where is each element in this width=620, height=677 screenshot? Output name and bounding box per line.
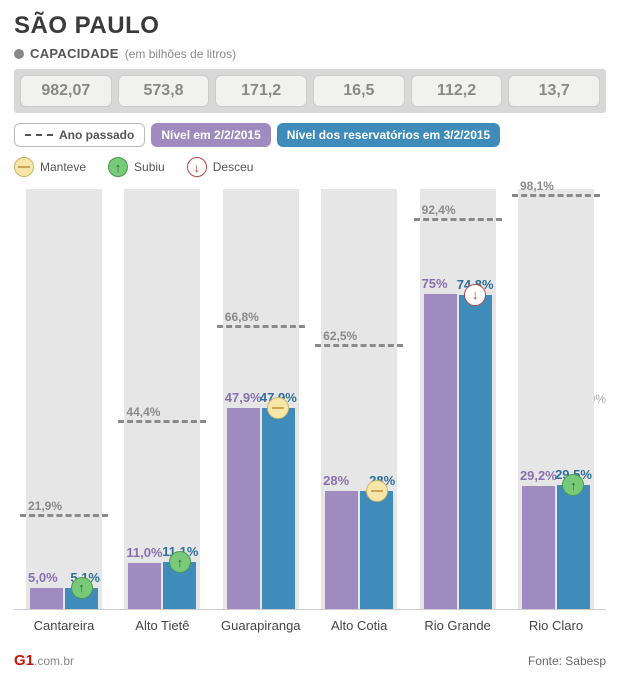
- reservoir-group: 92,4%75%74,8%↓: [414, 189, 502, 609]
- x-label: Alto Cotia: [315, 618, 403, 633]
- ano-passado-line: [20, 514, 108, 517]
- legend-label: Desceu: [213, 160, 254, 174]
- bars: 29,2%29,5%↑: [522, 485, 590, 609]
- ano-passado-label: 44,4%: [126, 405, 160, 419]
- ano-passado-line: [118, 420, 206, 423]
- bars: 75%74,8%↓: [424, 294, 492, 609]
- desceu-icon: ↓: [187, 157, 207, 177]
- subtitle: CAPACIDADE: [30, 46, 119, 61]
- x-label: Alto Tietê: [118, 618, 206, 633]
- legend-label: Nível dos reservatórios em 3/2/2015: [287, 128, 490, 142]
- reservoir-group: 62,5%28%28%: [315, 189, 403, 609]
- x-label: Guarapiranga: [217, 618, 305, 633]
- change-badge-icon: [366, 480, 388, 502]
- bars: 11,0%11,1%↑: [128, 562, 196, 609]
- chart-wrap: 50% 21,9%5,0%5,1%↑44,4%11,0%11,1%↑66,8%4…: [14, 189, 606, 633]
- capacity-pill: 982,07: [20, 75, 112, 107]
- capacity-pill: 112,2: [411, 75, 503, 107]
- bar-curr: 74,8%↓: [459, 295, 492, 609]
- ano-passado-label: 62,5%: [323, 329, 357, 343]
- brand: G1.com.br: [14, 652, 74, 669]
- bars: 47,9%47,9%: [227, 408, 295, 609]
- legend-subiu: ↑ Subiu: [108, 157, 165, 177]
- bar-curr: 47,9%: [262, 408, 295, 609]
- ano-passado-line: [315, 344, 403, 347]
- subtitle-unit: (em bilhões de litros): [125, 47, 236, 61]
- reservoir-group: 21,9%5,0%5,1%↑: [20, 189, 108, 609]
- legend-change: Manteve ↑ Subiu ↓ Desceu: [14, 157, 606, 177]
- footer: G1.com.br Fonte: Sabesp: [14, 652, 606, 669]
- value-prev: 75%: [422, 276, 448, 291]
- bar-curr: 11,1%↑: [163, 562, 196, 609]
- ano-passado-line: [512, 194, 600, 197]
- change-badge-icon: [267, 397, 289, 419]
- bar-prev: 75%: [424, 294, 457, 609]
- legend-manteve: Manteve: [14, 157, 86, 177]
- ano-passado-label: 98,1%: [520, 179, 554, 193]
- legend-series: Ano passado Nível em 2/2/2015 Nível dos …: [14, 123, 606, 147]
- legend-prev: Nível em 2/2/2015: [151, 123, 270, 147]
- bar-prev: 11,0%: [128, 563, 161, 609]
- value-prev: 47,9%: [225, 390, 262, 405]
- change-badge-icon: ↑: [562, 474, 584, 496]
- bar-prev: 28%: [325, 491, 358, 609]
- x-label: Rio Claro: [512, 618, 600, 633]
- legend-label: Ano passado: [59, 128, 134, 142]
- value-prev: 28%: [323, 473, 349, 488]
- bar-curr: 28%: [360, 491, 393, 609]
- change-badge-icon: ↑: [71, 577, 93, 599]
- reservoir-group: 44,4% 11,0%11,1%↑: [118, 189, 206, 609]
- bars: 5,0%5,1%↑: [30, 588, 98, 609]
- bars: 28%28%: [325, 491, 393, 609]
- legend-label: Nível em 2/2/2015: [161, 128, 260, 142]
- capacity-pill: 171,2: [215, 75, 307, 107]
- dot-icon: [14, 49, 24, 59]
- capacity-pill: 13,7: [508, 75, 600, 107]
- capacity-pill: 16,5: [313, 75, 405, 107]
- change-badge-icon: ↓: [464, 284, 486, 306]
- subtitle-row: CAPACIDADE (em bilhões de litros): [14, 46, 606, 61]
- x-axis-labels: Cantareira Alto Tietê Guarapiranga Alto Cot…: [14, 609, 606, 633]
- reservoir-group: 98,1%29,2%29,5%↑: [512, 189, 600, 609]
- dash-line-icon: [25, 134, 53, 136]
- legend-curr: Nível dos reservatórios em 3/2/2015: [277, 123, 500, 147]
- legend-desceu: ↓ Desceu: [187, 157, 254, 177]
- chart: 50% 21,9%5,0%5,1%↑44,4%11,0%11,1%↑66,8%4…: [14, 189, 606, 609]
- x-label: Cantareira: [20, 618, 108, 633]
- brand-logo: G1: [14, 652, 34, 669]
- bar-prev: 5,0%: [30, 588, 63, 609]
- source: Fonte: Sabesp: [528, 654, 606, 668]
- brand-suffix: .com.br: [34, 654, 74, 668]
- legend-label: Manteve: [40, 160, 86, 174]
- x-label: Rio Grande: [414, 618, 502, 633]
- ano-passado-label: 92,4%: [422, 203, 456, 217]
- capacity-pill: 573,8: [118, 75, 210, 107]
- ano-passado-line: [217, 325, 305, 328]
- bar-prev: 47,9%: [227, 408, 260, 609]
- change-badge-icon: ↑: [169, 551, 191, 573]
- value-prev: 11,0%: [126, 545, 162, 560]
- reservoir-group: 66,8%47,9%47,9%: [217, 189, 305, 609]
- ano-passado-label: 21,9%: [28, 499, 62, 513]
- value-prev: 29,2%: [520, 468, 557, 483]
- page-title: SÃO PAULO: [14, 12, 606, 40]
- capacity-row: 982,07 573,8 171,2 16,5 112,2 13,7: [14, 69, 606, 113]
- background-bar: [26, 189, 102, 609]
- bar-curr: 5,1%↑: [65, 588, 98, 609]
- ano-passado-line: [414, 218, 502, 221]
- manteve-icon: [14, 157, 34, 177]
- legend-ano-passado: Ano passado: [14, 123, 145, 147]
- subiu-icon: ↑: [108, 157, 128, 177]
- legend-label: Subiu: [134, 160, 165, 174]
- bar-curr: 29,5%↑: [557, 485, 590, 609]
- ano-passado-label: 66,8%: [225, 310, 259, 324]
- value-prev: 5,0%: [28, 570, 58, 585]
- bar-prev: 29,2%: [522, 486, 555, 609]
